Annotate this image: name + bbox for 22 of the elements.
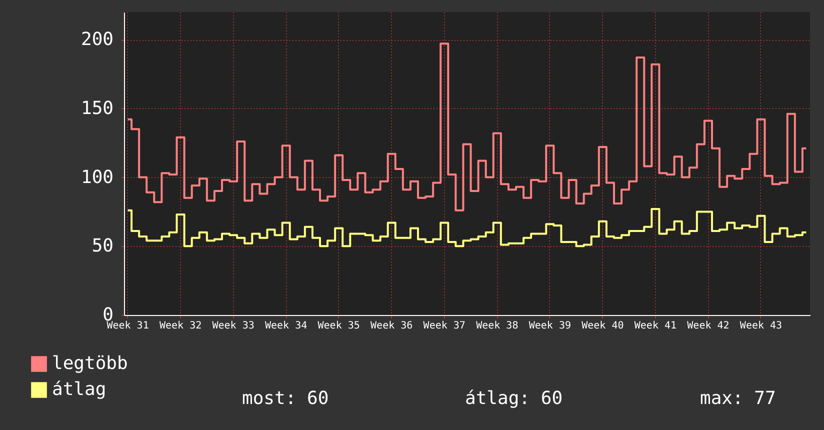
x-tick-label: Week 37 [423, 320, 466, 332]
x-tick-label: Week 31 [106, 320, 149, 332]
x-tick-label: Week 42 [687, 320, 730, 332]
text: most: 60 [242, 388, 329, 409]
x-tick-label: Week 38 [476, 320, 518, 332]
text: max: 77 [700, 388, 776, 409]
x-tick-label: Week 35 [318, 320, 360, 332]
y-tick-label: 200 [80, 29, 114, 50]
x-tick-label: Week 40 [582, 320, 624, 332]
x-tick-label: Week 41 [634, 320, 677, 332]
y-tick-label: 100 [80, 166, 114, 188]
x-tick-label: Week 34 [265, 320, 308, 332]
y-tick-label: 50 [92, 236, 114, 257]
x-tick-label: Week 36 [370, 320, 413, 332]
x-tick-label: Week 43 [740, 320, 782, 332]
legend-label: átlag [52, 379, 106, 400]
legend-label: legtöbb [52, 353, 128, 374]
x-tick-label: Week 33 [212, 320, 254, 332]
x-tick-label: Week 32 [159, 320, 202, 332]
text: átlag: 60 [465, 388, 563, 409]
x-tick-label: Week 39 [528, 320, 571, 332]
y-tick-label: 150 [80, 98, 114, 119]
